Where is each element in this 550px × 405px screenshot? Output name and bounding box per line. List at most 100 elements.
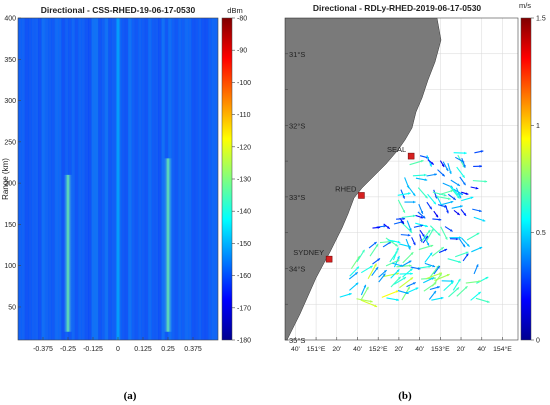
current-vector-head: [478, 280, 482, 283]
heatmap-stripe: [18, 18, 22, 340]
current-vector-head: [470, 196, 474, 200]
current-vector-head: [462, 244, 466, 248]
y-tick-label: 350: [4, 57, 16, 64]
current-vector-head: [410, 252, 414, 255]
current-vector-head: [402, 209, 405, 213]
heatmap-stripe: [48, 18, 52, 340]
current-vector-head: [422, 215, 426, 219]
heatmap-stripe: [71, 18, 76, 340]
current-vector-head: [377, 258, 381, 261]
current-vector-head: [450, 189, 454, 193]
colorbar-a-label: dBm: [227, 6, 242, 15]
lon-tick-label: 153°E: [431, 345, 450, 353]
current-vector: [360, 286, 369, 301]
current-vector-head: [366, 286, 369, 290]
current-vector-head: [458, 260, 462, 264]
station-label-sydney: SYDNEY: [293, 248, 324, 257]
current-vector-head: [463, 182, 466, 186]
current-vector-head: [374, 263, 377, 267]
current-vector-head: [420, 211, 424, 214]
current-vector-head: [456, 192, 460, 196]
lat-tick-label: 34°S: [289, 264, 305, 273]
current-vector-head: [409, 228, 412, 232]
current-vector-head: [412, 214, 416, 218]
current-vector-head: [455, 237, 459, 241]
station-marker-sydney: [325, 255, 333, 263]
heatmap-stripe: [28, 18, 32, 340]
heatmap-stripe: [191, 18, 196, 340]
current-vector-head: [396, 247, 399, 251]
current-vector-head: [478, 209, 482, 213]
current-vector-head: [484, 180, 488, 183]
heatmap-stripe: [148, 18, 152, 340]
current-vector-head: [441, 164, 445, 167]
x-tick-label: 0.125: [134, 346, 152, 353]
current-vector-head: [424, 178, 428, 182]
current-vector-head: [434, 173, 437, 176]
current-vector-head: [413, 200, 416, 204]
panel-a: Directional - CSS-RHED-19-06-17-0530 50 1…: [1, 5, 251, 402]
current-vector-head: [375, 243, 379, 247]
current-vector-head: [463, 212, 467, 216]
station-label-seal: SEAL: [387, 145, 406, 154]
current-vector-head: [466, 243, 470, 247]
current-vector: [399, 276, 414, 289]
current-vector-head: [456, 212, 460, 215]
current-vector-head: [475, 186, 479, 190]
current-vector-head: [443, 193, 447, 197]
heatmap-stripe: [184, 18, 189, 340]
lat-tick-label: 32°S: [289, 121, 305, 130]
heatmap-stripe: [128, 18, 132, 340]
current-vector-head: [405, 291, 409, 295]
current-vector-head: [460, 192, 463, 195]
current-vector-head: [482, 219, 486, 222]
current-vector-head: [447, 197, 451, 200]
current-vector-head: [440, 247, 444, 250]
heatmap-stripe: [98, 18, 102, 340]
current-vector-head: [424, 195, 428, 199]
heatmap-stripe: [58, 18, 62, 340]
colorbar-tick-label: 1: [536, 123, 540, 130]
heatmap-stripe: [118, 18, 122, 340]
heatmap-stripe: [84, 18, 89, 340]
current-vector-head: [431, 277, 434, 280]
lon-tick-label: 40': [415, 346, 424, 353]
colorbar-b-label: m/s: [519, 1, 531, 10]
current-vector: [465, 280, 482, 284]
current-vector-head: [446, 210, 449, 214]
colorbar-tick-label: 0: [536, 338, 540, 345]
colorbar-b: [520, 17, 532, 341]
current-vector-head: [464, 286, 468, 289]
y-tick-label: 200: [4, 181, 16, 188]
current-vector-head: [428, 265, 431, 269]
current-vector-head: [429, 206, 432, 210]
current-vector-head: [429, 252, 433, 256]
current-vector-head: [369, 300, 373, 303]
current-vector-head: [433, 276, 437, 280]
caption-a: (a): [124, 390, 137, 402]
current-vector-head: [479, 164, 483, 168]
current-vector-head: [439, 272, 442, 276]
heatmap-stripe: [81, 18, 86, 340]
station-label-rhed: RHED: [335, 184, 357, 193]
current-vector-head: [459, 236, 462, 240]
heatmap-stripe: [38, 18, 42, 340]
current-vector-head: [408, 260, 412, 264]
current-vector-head: [440, 296, 444, 300]
heatmap-peaks: [63, 18, 173, 340]
current-vector-head: [374, 304, 378, 308]
current-vector-head: [354, 272, 358, 275]
lon-tick-label: 40': [477, 346, 486, 353]
heatmap-stripe: [121, 18, 126, 340]
y-tick-label: 400: [4, 16, 16, 23]
heatmap-stripe: [51, 18, 56, 340]
current-vector-head: [369, 265, 373, 269]
colorbar-tick-label: -160: [237, 273, 251, 280]
caption-b: (b): [398, 390, 412, 402]
current-vector-head: [408, 246, 411, 250]
current-vector-head: [444, 248, 448, 252]
current-vector-head: [486, 300, 490, 303]
current-vector-head: [433, 290, 436, 294]
current-vector-head: [485, 276, 489, 280]
